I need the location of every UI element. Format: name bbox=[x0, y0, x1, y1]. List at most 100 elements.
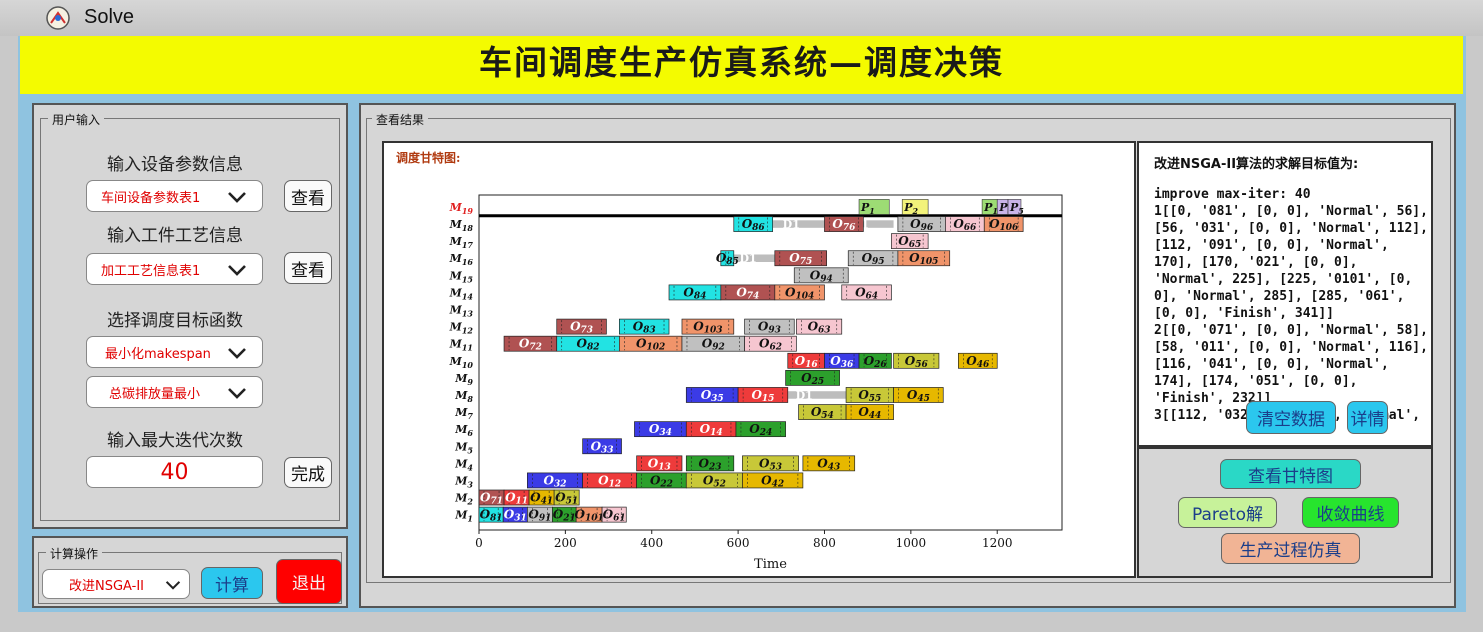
breakdown-label: D1 bbox=[796, 389, 813, 402]
gantt-bar bbox=[785, 370, 840, 386]
chevron-down-icon bbox=[165, 581, 181, 590]
chevron-down-icon bbox=[228, 348, 246, 359]
y-tick-label: M19 bbox=[449, 201, 474, 216]
maintenance-label: P1 bbox=[860, 201, 875, 216]
x-tick-label: 200 bbox=[554, 536, 577, 550]
gantt-bar bbox=[897, 250, 951, 267]
gantt-bar-label: O65 bbox=[898, 234, 921, 250]
gantt-bar-label: O103 bbox=[693, 320, 722, 336]
y-tick-label: M2 bbox=[454, 492, 473, 507]
gantt-bar bbox=[893, 352, 940, 369]
gantt-bar-label: O93 bbox=[758, 320, 781, 336]
objective-caption: 改进NSGA-II算法的求解目标值为: bbox=[1154, 157, 1359, 172]
details-button[interactable]: 详情 bbox=[1347, 401, 1388, 434]
process-label: 输入工件工艺信息 bbox=[107, 226, 243, 246]
gantt-bar-label: O71 bbox=[480, 491, 503, 507]
iter-input[interactable]: 40 bbox=[86, 456, 263, 488]
y-tick-label: M8 bbox=[454, 389, 473, 404]
process-select[interactable]: 加工工艺信息表1 bbox=[86, 253, 263, 285]
gantt-bar-label: O11 bbox=[505, 491, 528, 507]
y-tick-label: M5 bbox=[454, 440, 473, 455]
y-tick-label: M4 bbox=[454, 457, 473, 472]
breakdown-bar bbox=[785, 391, 847, 399]
convergence-button[interactable]: 收敛曲线 bbox=[1302, 497, 1399, 528]
gantt-bar-label: O34 bbox=[649, 422, 672, 438]
gantt-bar bbox=[720, 250, 735, 267]
gantt-bar bbox=[685, 455, 735, 472]
x-axis-label: Time bbox=[754, 557, 787, 572]
gantt-bar bbox=[744, 318, 795, 335]
gantt-bar-label: O14 bbox=[700, 422, 723, 438]
gantt-bar-label: O86 bbox=[742, 217, 766, 233]
gantt-bar-label: O63 bbox=[808, 320, 831, 336]
equip-select[interactable]: 车间设备参数表1 bbox=[86, 180, 263, 212]
gantt-bar-label: O92 bbox=[702, 337, 725, 353]
y-tick-label: M9 bbox=[454, 372, 473, 387]
gantt-bar-label: O26 bbox=[864, 354, 888, 370]
x-tick-label: 1200 bbox=[982, 536, 1013, 550]
gantt-bar-label: O72 bbox=[519, 337, 542, 353]
view-gantt-button[interactable]: 查看甘特图 bbox=[1220, 459, 1361, 489]
gantt-bar-label: O64 bbox=[855, 285, 878, 301]
algorithm-select[interactable]: 改进NSGA-II bbox=[42, 569, 190, 599]
gantt-bar-label: O104 bbox=[785, 285, 814, 301]
objective-select-2[interactable]: 总碳排放量最小 bbox=[86, 376, 263, 408]
maintenance-bar bbox=[858, 199, 890, 215]
gantt-bar-label: O23 bbox=[699, 456, 722, 472]
breakdown-bar bbox=[729, 254, 777, 262]
pareto-button[interactable]: Pareto解 bbox=[1178, 497, 1277, 528]
x-tick-label: 1000 bbox=[896, 536, 927, 550]
y-tick-label: M3 bbox=[454, 474, 473, 489]
solve-app-icon bbox=[45, 5, 71, 31]
x-tick-label: 400 bbox=[640, 536, 663, 550]
gantt-bar-label: O73 bbox=[570, 320, 593, 336]
gantt-bar-label: O91 bbox=[528, 508, 551, 524]
breakdown-label: D1 bbox=[739, 252, 756, 265]
y-tick-label: M13 bbox=[449, 304, 474, 319]
maintenance-bar bbox=[1007, 199, 1022, 215]
gantt-bar bbox=[737, 387, 789, 403]
result-text-panel bbox=[1137, 141, 1433, 447]
clear-data-button[interactable]: 清空数据 bbox=[1246, 401, 1336, 434]
page-title: 车间调度生产仿真系统—调度决策 bbox=[20, 36, 1463, 94]
gantt-bar-label: O25 bbox=[801, 371, 824, 387]
gantt-bar-label: O84 bbox=[683, 285, 706, 301]
view-equip-button[interactable]: 查看 bbox=[284, 180, 332, 212]
simulate-button[interactable]: 生产过程仿真 bbox=[1221, 533, 1360, 564]
gantt-bar-label: O24 bbox=[749, 422, 772, 438]
gantt-bar bbox=[619, 318, 670, 335]
gantt-bar bbox=[841, 284, 892, 301]
gantt-bar-label: O61 bbox=[603, 508, 626, 524]
equip-select-value: 车间设备参数表1 bbox=[101, 190, 201, 206]
algorithm-select-value: 改进NSGA-II bbox=[69, 578, 145, 594]
gantt-bar-label: O16 bbox=[795, 354, 819, 370]
window-titlebar bbox=[0, 0, 1483, 36]
chevron-down-icon bbox=[228, 388, 246, 399]
calculate-button[interactable]: 计算 bbox=[201, 567, 263, 599]
gantt-bar bbox=[556, 318, 607, 335]
gantt-bar-label: O32 bbox=[544, 473, 567, 489]
gantt-bar-label: O81 bbox=[480, 508, 503, 524]
gantt-bar bbox=[636, 455, 683, 472]
breakdown-bar bbox=[841, 220, 894, 228]
gantt-bar bbox=[774, 284, 825, 301]
y-tick-label: M11 bbox=[449, 338, 473, 353]
calc-group-title: 计算操作 bbox=[46, 545, 103, 562]
objective-select-1[interactable]: 最小化makespan bbox=[86, 336, 263, 368]
exit-button[interactable]: 退出 bbox=[276, 559, 342, 604]
x-tick-label: 0 bbox=[475, 536, 483, 550]
gantt-bar-label: O13 bbox=[648, 456, 671, 472]
gantt-bar-label: O45 bbox=[907, 388, 930, 404]
done-button[interactable]: 完成 bbox=[284, 457, 332, 488]
maintenance-bar bbox=[901, 199, 929, 215]
gantt-bar-label: O83 bbox=[633, 320, 656, 336]
gantt-bar-label: O33 bbox=[591, 439, 614, 455]
gantt-bar bbox=[824, 216, 864, 232]
view-process-button[interactable]: 查看 bbox=[284, 252, 332, 284]
y-tick-label: M17 bbox=[449, 235, 474, 250]
gantt-bar-label: O105 bbox=[909, 251, 938, 267]
gantt-bar bbox=[774, 250, 827, 267]
gantt-bar-label: O95 bbox=[862, 251, 885, 267]
gantt-bar-label: O43 bbox=[817, 456, 840, 472]
y-tick-label: M10 bbox=[449, 355, 474, 370]
